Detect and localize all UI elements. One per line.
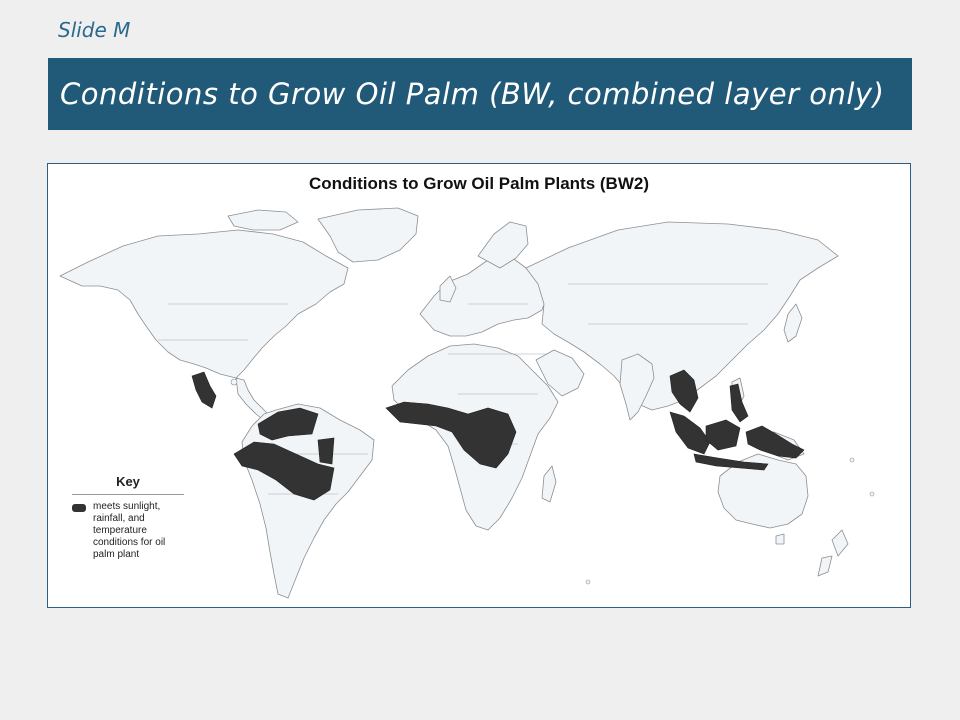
title-bar: Conditions to Grow Oil Palm (BW, combine… xyxy=(48,58,912,130)
india-landmass xyxy=(619,353,655,421)
pacific-island-2 xyxy=(869,491,875,497)
arctic-islands xyxy=(227,209,299,231)
caribbean-islands xyxy=(230,378,238,386)
region-philippines xyxy=(729,383,749,423)
australia-landmass xyxy=(717,453,809,529)
slide-label: Slide M xyxy=(58,18,131,42)
map-title: Conditions to Grow Oil Palm Plants (BW2) xyxy=(308,174,649,193)
arabia-landmass xyxy=(535,349,585,397)
region-malay-sumatra xyxy=(669,411,711,455)
uk-landmass xyxy=(439,275,457,303)
region-borneo xyxy=(705,419,741,451)
scandinavia-landmass xyxy=(477,221,529,269)
region-java xyxy=(693,453,769,471)
map-frame: Conditions to Grow Oil Palm Plants (BW2)… xyxy=(47,163,911,608)
region-southeast-asia xyxy=(669,369,699,413)
key-item-label: meets sunlight, rainfall, and temperatur… xyxy=(93,501,166,560)
region-amazon-north xyxy=(257,407,319,441)
region-amazon-south xyxy=(233,441,335,501)
asia-landmass xyxy=(525,221,839,411)
new-zealand-landmass xyxy=(817,529,849,577)
map-key: Key meets sunlight, rainfall, and temper… xyxy=(72,474,184,561)
greenland-landmass xyxy=(317,207,419,263)
slide-title: Conditions to Grow Oil Palm (BW, combine… xyxy=(60,77,885,111)
world-map xyxy=(59,207,875,599)
madagascar-landmass xyxy=(541,465,557,503)
region-sulawesi-newguinea xyxy=(745,425,805,459)
region-central-america xyxy=(191,371,217,409)
key-title: Key xyxy=(72,474,184,495)
tasmania-landmass xyxy=(775,533,785,545)
region-amazon-east xyxy=(317,437,335,465)
atlantic-island xyxy=(585,579,591,585)
japan-landmass xyxy=(783,303,803,343)
pacific-island-1 xyxy=(849,457,855,463)
key-swatch xyxy=(72,504,86,512)
key-item: meets sunlight, rainfall, and temperatur… xyxy=(72,501,184,561)
region-west-central-africa xyxy=(385,401,517,469)
